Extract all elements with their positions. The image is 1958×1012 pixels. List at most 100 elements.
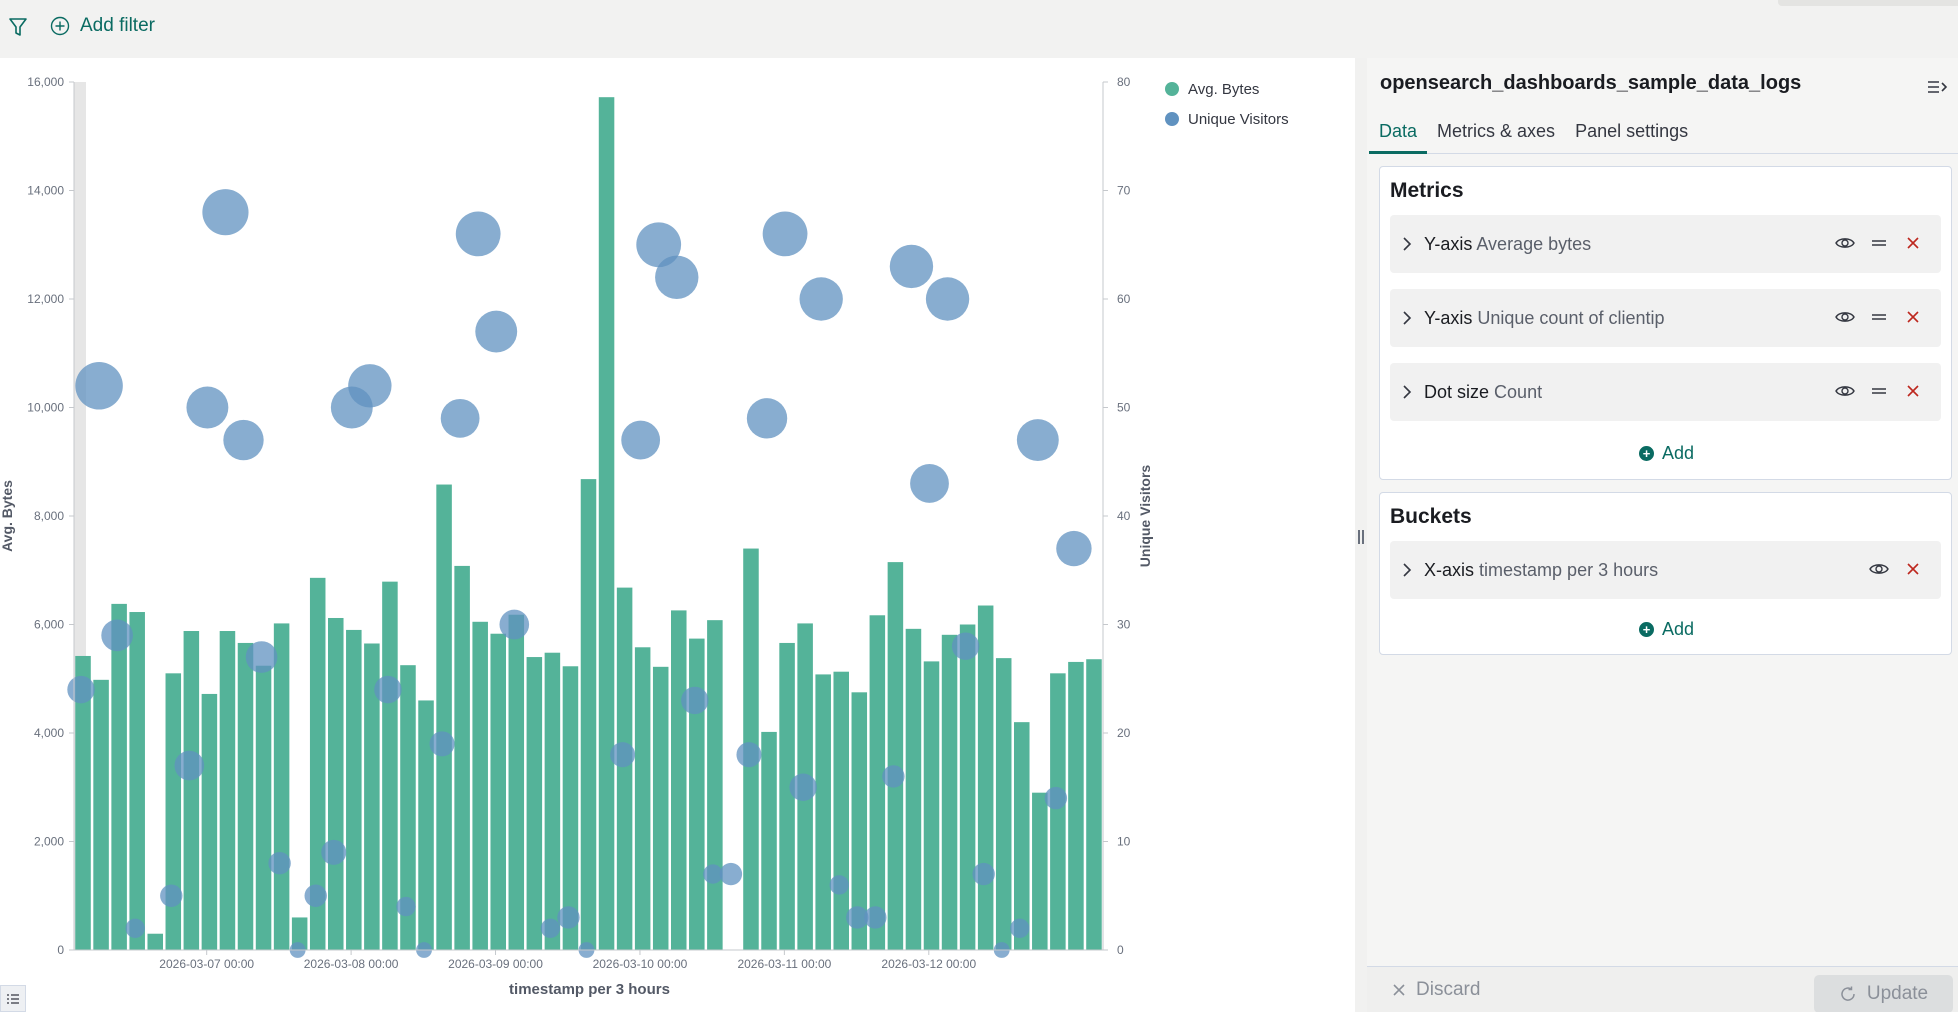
metric-desc: Unique count of clientip [1477,307,1665,328]
y-left-tick-label: 12,000 [27,292,64,306]
y-left-tick-label: 16,000 [27,75,64,89]
add-filter-button[interactable]: Add filter [50,12,155,40]
bar-avg-bytes [671,610,687,950]
add-bucket-button[interactable]: + Add [1380,619,1953,640]
metrics-title: Metrics [1390,179,1464,202]
dot-unique-visitors [681,686,709,715]
bucket-desc: timestamp per 3 hours [1479,559,1659,580]
dot-unique-visitors [374,675,402,704]
remove-icon[interactable] [1903,381,1923,401]
editor-footer: Discard Update [1367,966,1958,1012]
legend-swatch [1165,112,1179,126]
dot-unique-visitors [455,211,501,257]
dot-unique-visitors [475,310,518,353]
drag-handle-icon[interactable] [1869,307,1889,327]
bar-avg-bytes [418,700,434,950]
legend-item-avg-bytes[interactable]: Avg. Bytes [1165,74,1289,104]
bar-avg-bytes [562,666,579,950]
bar-avg-bytes [977,605,994,950]
bar-avg-bytes [346,629,362,950]
dot-unique-visitors [972,862,995,886]
inspect-list-icon[interactable] [0,985,26,1012]
bar-avg-bytes [400,665,416,950]
dot-unique-visitors [174,750,205,781]
bar-avg-bytes [851,692,868,950]
bar-avg-bytes [1086,659,1102,950]
x-tick-label: 2026-03-10 00:00 [593,957,688,971]
drag-handle-icon[interactable] [1869,381,1889,401]
y-left-tick-label: 2,000 [34,835,64,849]
panel-resizer[interactable] [1355,58,1367,1012]
dot-unique-visitors [610,742,636,768]
filter-icon[interactable] [8,16,28,38]
dot-unique-visitors [160,884,183,907]
bar-avg-bytes [255,665,272,950]
collapse-sidebar-icon[interactable] [1926,78,1948,96]
query-bar-stub [1778,0,1958,6]
eye-icon[interactable] [1835,233,1855,253]
bar-avg-bytes [382,581,398,950]
index-pattern-title: opensearch_dashboards_sample_data_logs [1380,72,1802,94]
y-left-tick-label: 4,000 [34,726,64,740]
update-button[interactable]: Update [1814,975,1953,1012]
x-axis-title: timestamp per 3 hours [509,981,670,998]
bar-avg-bytes [165,673,182,950]
x-tick-label: 2026-03-09 00:00 [448,957,543,971]
tab-data[interactable]: Data [1369,114,1428,154]
metric-type: Y-axis [1424,307,1473,328]
bar-avg-bytes [598,97,615,950]
legend-label: Avg. Bytes [1188,80,1260,98]
filter-bar: Add filter [0,0,1958,58]
bar-avg-bytes [490,633,506,950]
editor-tabs: Data Metrics & axes Panel settings [1369,114,1958,154]
chevron-right-icon[interactable] [1390,311,1424,325]
update-label: Update [1866,983,1929,1004]
bar-avg-bytes [147,933,163,950]
remove-icon[interactable] [1903,307,1923,327]
chevron-right-icon[interactable] [1390,237,1424,251]
bucket-type: X-axis [1424,559,1475,580]
dot-unique-visitors [703,864,723,884]
remove-icon[interactable] [1903,233,1923,253]
discard-button[interactable]: Discard [1392,979,1480,1001]
metric-type: Dot size [1424,381,1490,402]
metric-desc: Count [1494,381,1543,402]
y-left-tick-label: 0 [57,943,64,957]
bar-avg-bytes [454,565,470,950]
metric-row-dot-size-count[interactable]: Dot size Count [1390,363,1941,421]
eye-icon[interactable] [1835,381,1855,401]
y-right-tick-label: 60 [1117,292,1131,306]
legend-item-unique-visitors[interactable]: Unique Visitors [1165,104,1289,134]
metric-actions [1835,307,1923,327]
dot-unique-visitors [655,255,699,299]
chevron-right-icon[interactable] [1390,563,1424,577]
chevron-right-icon[interactable] [1390,385,1424,399]
drag-handle-icon[interactable] [1869,233,1889,253]
editor-sidebar: opensearch_dashboards_sample_data_logs D… [1367,58,1958,1012]
dot-unique-visitors [1010,918,1030,938]
bar-avg-bytes [508,614,525,950]
tab-panel-settings[interactable]: Panel settings [1575,121,1689,141]
bucket-row-x-axis[interactable]: X-axis timestamp per 3 hours [1390,541,1941,599]
legend-swatch [1165,82,1179,96]
remove-icon[interactable] [1903,559,1923,579]
metric-row-y-axis-unique-count[interactable]: Y-axis Unique count of clientip [1390,289,1941,347]
bar-avg-bytes [436,484,452,950]
visualization-panel: 0 2,000 4,000 6,000 8,000 10,000 12,000 14,000 1… [0,58,1355,1012]
metric-row-y-axis-average-bytes[interactable]: Y-axis Average bytes [1390,215,1941,273]
metric-actions [1835,233,1923,253]
eye-icon[interactable] [1869,559,1889,579]
refresh-icon [1841,986,1855,1001]
metric-label: Y-axis Average bytes [1424,234,1591,255]
add-metric-button[interactable]: + Add [1380,443,1953,464]
dot-unique-visitors [101,619,133,652]
tab-metrics-axes[interactable]: Metrics & axes [1437,121,1556,141]
metric-type: Y-axis [1424,233,1473,254]
bucket-actions [1869,559,1923,579]
y-left-tick-label: 8,000 [34,509,64,523]
bar-avg-bytes [219,631,236,950]
dot-unique-visitors [348,364,392,408]
plus-circle-icon: + [1638,446,1654,461]
eye-icon[interactable] [1835,307,1855,327]
dot-unique-visitors [1056,530,1092,567]
